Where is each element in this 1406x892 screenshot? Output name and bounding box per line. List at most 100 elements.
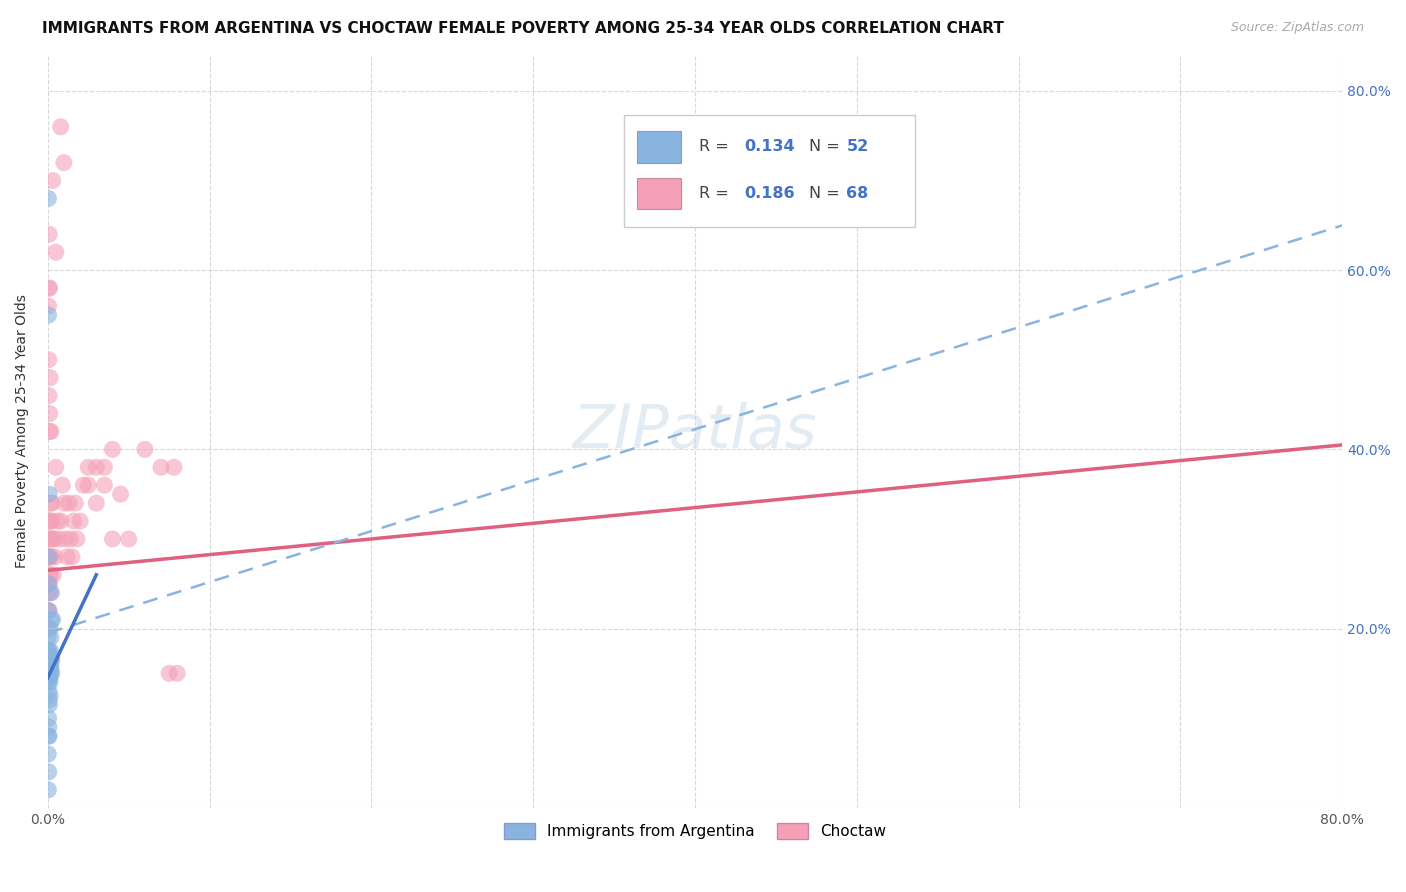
Point [45, 245, 67, 260]
Point [38, 671, 60, 685]
Point [37, 747, 59, 761]
Point [38, 532, 60, 546]
Bar [637, 131, 681, 162]
Point [38, 299, 60, 313]
Point [38, 567, 60, 582]
Point [66, 532, 89, 546]
Point [38, 281, 60, 295]
Point [44, 532, 66, 546]
Point [38, 227, 60, 242]
Point [38, 729, 60, 743]
Point [38, 576, 60, 591]
Bar [624, 115, 915, 227]
Point [52, 155, 75, 169]
Point [38, 662, 60, 676]
Point [77, 460, 100, 475]
Point [38, 389, 60, 403]
Text: 52: 52 [846, 139, 869, 154]
Point [39, 653, 62, 667]
Point [38, 671, 60, 685]
Point [49, 514, 72, 528]
Point [39, 653, 62, 667]
Text: Source: ZipAtlas.com: Source: ZipAtlas.com [1230, 21, 1364, 34]
Point [39, 585, 62, 599]
Point [39, 662, 62, 676]
Point [38, 576, 60, 591]
Point [38, 693, 60, 707]
Point [110, 487, 132, 501]
Point [39, 657, 62, 672]
Point [38, 684, 60, 698]
Point [41, 496, 63, 510]
Point [37, 675, 59, 690]
Point [51, 478, 73, 492]
Point [62, 514, 84, 528]
Text: 0.134: 0.134 [744, 139, 794, 154]
Point [134, 442, 156, 457]
Point [38, 425, 60, 439]
Point [38, 604, 60, 618]
Text: 0.186: 0.186 [744, 186, 794, 201]
Point [38, 549, 60, 564]
Point [44, 549, 66, 564]
Point [59, 532, 82, 546]
Point [166, 666, 188, 681]
Point [56, 549, 79, 564]
Point [52, 496, 75, 510]
Bar [637, 178, 681, 210]
Point [163, 460, 186, 475]
Point [39, 689, 62, 703]
Point [65, 496, 87, 510]
Point [42, 567, 65, 582]
Point [37, 604, 59, 618]
Point [37, 631, 59, 645]
Text: ZIPatlas: ZIPatlas [572, 402, 817, 461]
Point [77, 478, 100, 492]
Point [38, 407, 60, 421]
Point [37, 604, 59, 618]
Point [39, 549, 62, 564]
Point [39, 496, 62, 510]
Point [41, 666, 63, 681]
Point [37, 192, 59, 206]
Point [49, 120, 72, 134]
Point [60, 549, 83, 564]
Text: R =: R = [699, 139, 734, 154]
Point [93, 478, 115, 492]
Point [38, 622, 60, 636]
Point [72, 478, 94, 492]
Point [39, 644, 62, 658]
Point [38, 657, 60, 672]
Point [39, 653, 62, 667]
Point [84, 496, 107, 510]
Point [38, 308, 60, 322]
Point [38, 653, 60, 667]
Point [41, 514, 63, 528]
Point [38, 653, 60, 667]
Point [38, 585, 60, 599]
Point [55, 532, 77, 546]
Y-axis label: Female Poverty Among 25-34 Year Olds: Female Poverty Among 25-34 Year Olds [15, 294, 30, 568]
Point [39, 662, 62, 676]
Point [38, 644, 60, 658]
Point [38, 487, 60, 501]
Point [41, 585, 63, 599]
Point [39, 666, 62, 681]
Point [69, 514, 91, 528]
Point [38, 662, 60, 676]
Point [38, 666, 60, 681]
Point [38, 576, 60, 591]
Point [38, 648, 60, 663]
Point [39, 370, 62, 384]
Point [38, 653, 60, 667]
Point [48, 532, 70, 546]
Point [41, 653, 63, 667]
Text: R =: R = [699, 186, 734, 201]
Point [101, 532, 124, 546]
Point [38, 666, 60, 681]
Point [39, 613, 62, 627]
Point [38, 698, 60, 712]
Point [39, 675, 62, 690]
Point [39, 549, 62, 564]
Point [101, 442, 124, 457]
